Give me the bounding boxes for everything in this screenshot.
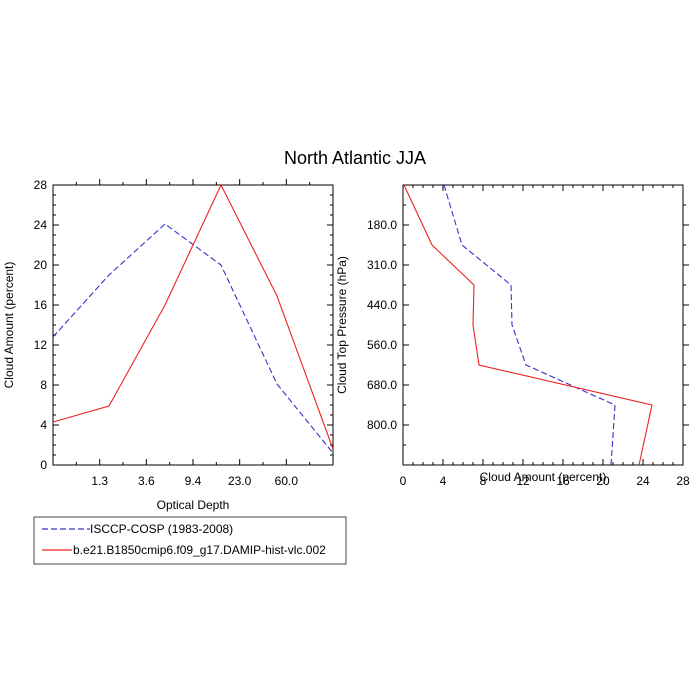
legend: ISCCP-COSP (1983-2008) b.e21.B1850cmip6.… — [33, 516, 347, 565]
left-y-tick-label: 28 — [34, 178, 48, 192]
left-y-tick-label: 12 — [34, 338, 48, 352]
right-y-tick-label: 310.0 — [367, 258, 397, 272]
right-plot-frame — [402, 184, 684, 466]
cloud-top-pressure-panel: 0 4 8 12 16 20 24 28 180.0 310.0 440.0 560.0 680.0 80… — [335, 184, 690, 488]
left-y-tick-label: 16 — [34, 298, 48, 312]
chart-title: North Atlantic JJA — [284, 148, 426, 168]
right-series-model-line — [403, 184, 653, 466]
right-x-tick-label: 28 — [676, 474, 690, 488]
left-series-model-line — [52, 183, 334, 450]
left-y-tick-label: 20 — [34, 258, 48, 272]
right-x-tick-label: 20 — [596, 474, 610, 488]
left-x-tick-label: 9.4 — [185, 474, 202, 488]
optical-depth-panel: 0 4 8 12 16 20 24 28 1.3 3.6 9.4 23.0 60.0 Optical De… — [2, 178, 334, 512]
right-x-tick-label: 24 — [636, 474, 650, 488]
right-y-tick-label: 800.0 — [367, 418, 397, 432]
legend-box — [33, 516, 347, 565]
left-y-tick-label: 8 — [40, 378, 47, 392]
right-x-tick-label: 4 — [440, 474, 447, 488]
left-y-tick-label: 24 — [34, 218, 48, 232]
left-x-tick-label: 23.0 — [228, 474, 252, 488]
left-series-obs-line — [52, 223, 334, 454]
right-y-tick-label: 180.0 — [367, 218, 397, 232]
left-x-tick-label: 60.0 — [275, 474, 299, 488]
left-x-axis-label: Optical Depth — [157, 498, 230, 512]
left-y-tick-label: 4 — [40, 418, 47, 432]
right-x-tick-label: 0 — [400, 474, 407, 488]
right-x-tick-label: 16 — [556, 474, 570, 488]
right-y-tick-label: 440.0 — [367, 298, 397, 312]
right-series-obs-line — [443, 184, 616, 466]
legend-obs-label: ISCCP-COSP (1983-2008) — [90, 522, 233, 536]
right-x-tick-label: 12 — [516, 474, 530, 488]
right-y-tick-label: 560.0 — [367, 338, 397, 352]
left-plot-frame — [52, 184, 334, 466]
right-x-tick-label: 8 — [480, 474, 487, 488]
left-x-tick-label: 3.6 — [138, 474, 155, 488]
legend-model-label: b.e21.B1850cmip6.f09_g17.DAMIP-hist-vlc.… — [73, 543, 326, 557]
right-x-axis-label: Cloud Amount (percent) — [480, 470, 607, 484]
left-y-axis-label: Cloud Amount (percent) — [2, 262, 16, 389]
right-y-tick-label: 680.0 — [367, 378, 397, 392]
right-y-axis-label: Cloud Top Pressure (hPa) — [335, 256, 349, 394]
left-y-tick-label: 0 — [40, 458, 47, 472]
left-x-tick-label: 1.3 — [91, 474, 108, 488]
